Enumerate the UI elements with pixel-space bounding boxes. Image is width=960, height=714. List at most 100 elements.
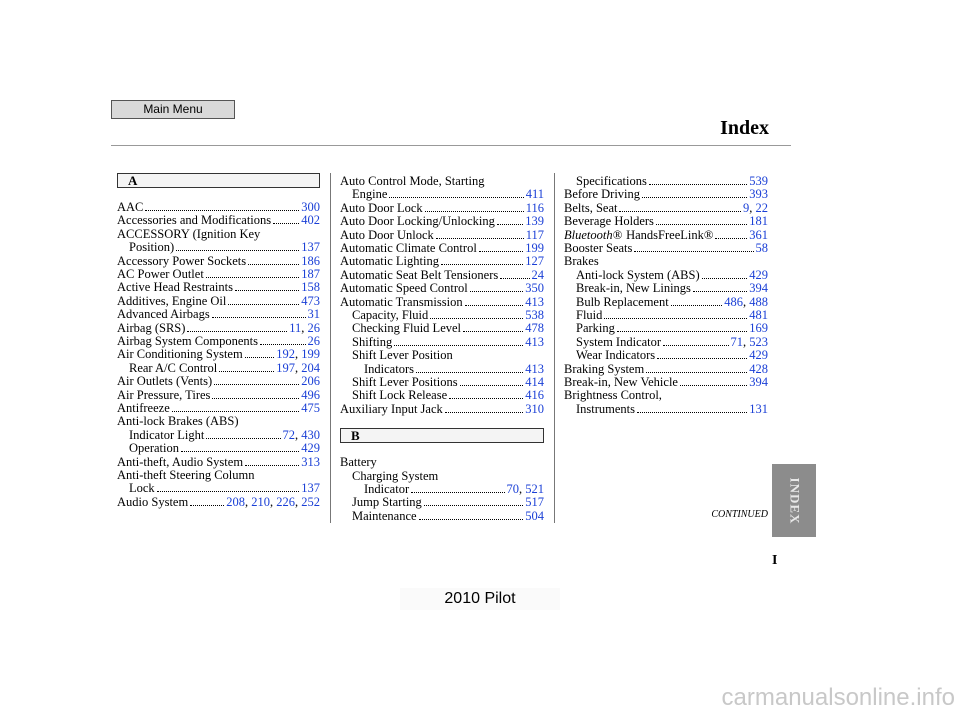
page-link[interactable]: 197: [276, 360, 295, 375]
page-link[interactable]: 430: [301, 427, 320, 442]
page-link[interactable]: 58: [755, 241, 769, 255]
page-link[interactable]: 481: [749, 308, 768, 322]
page-link[interactable]: 9: [743, 200, 750, 215]
page-link[interactable]: 429: [749, 348, 768, 363]
page-link[interactable]: 361: [749, 227, 768, 242]
page-link[interactable]: 300: [301, 200, 320, 214]
page-link[interactable]: 402: [301, 213, 320, 228]
page-link[interactable]: 181: [749, 214, 768, 229]
page-link[interactable]: 478: [525, 321, 544, 336]
page-link[interactable]: 192: [276, 347, 295, 362]
entry-text: Automatic Climate Control: [340, 241, 477, 255]
page-link[interactable]: 131: [749, 401, 768, 416]
page-link[interactable]: 186: [301, 253, 320, 268]
page-link[interactable]: 414: [525, 375, 544, 389]
page-link[interactable]: 429: [749, 267, 768, 282]
page-link[interactable]: 72: [282, 427, 296, 442]
page-link[interactable]: 473: [301, 293, 320, 308]
page-link[interactable]: 394: [749, 281, 768, 296]
page-link[interactable]: 226: [276, 494, 295, 509]
page-link[interactable]: 187: [301, 267, 320, 281]
leader-dots: [424, 201, 524, 212]
index-entry: Anti-theft, Audio System 313: [117, 455, 320, 469]
page-link[interactable]: 137: [301, 481, 320, 496]
page-link[interactable]: 137: [301, 240, 320, 255]
main-menu-button[interactable]: Main Menu: [111, 100, 235, 119]
page-link[interactable]: 488: [749, 294, 768, 309]
page-link[interactable]: 116: [525, 200, 544, 215]
page-link[interactable]: 199: [525, 241, 544, 255]
page-link[interactable]: 496: [301, 387, 320, 402]
page-link[interactable]: 117: [525, 227, 544, 242]
page-refs: 428: [749, 362, 768, 376]
entry-text: Accessory Power Sockets: [117, 253, 247, 268]
page-link[interactable]: 411: [525, 187, 544, 202]
page-link[interactable]: 11: [289, 320, 302, 335]
side-tab[interactable]: [772, 464, 816, 537]
page-link[interactable]: 429: [301, 441, 320, 456]
page-link[interactable]: 486: [724, 294, 743, 309]
page-link[interactable]: 413: [525, 361, 544, 376]
leader-dots: [478, 241, 524, 252]
page-link[interactable]: 22: [755, 200, 769, 215]
page-link[interactable]: 539: [749, 174, 768, 188]
page-link[interactable]: 127: [525, 254, 544, 269]
page-refs: 181: [749, 214, 768, 228]
leader-dots: [394, 335, 524, 346]
page-link[interactable]: 70: [506, 482, 520, 496]
page-link[interactable]: 413: [525, 294, 544, 309]
page-link[interactable]: 252: [301, 494, 320, 509]
page-link[interactable]: 158: [301, 280, 320, 295]
page-link[interactable]: 413: [525, 334, 544, 349]
leader-dots: [273, 213, 300, 225]
page-refs: 71, 523: [731, 335, 769, 349]
page-link[interactable]: 199: [301, 347, 320, 362]
page-link[interactable]: 169: [749, 321, 768, 336]
page-link[interactable]: 26: [307, 334, 321, 348]
entry-text: Auto Door Unlock: [340, 227, 434, 242]
page-link[interactable]: 310: [525, 401, 544, 416]
leader-dots: [228, 294, 300, 305]
page-link[interactable]: 206: [301, 374, 320, 389]
page-link[interactable]: 26: [307, 320, 321, 335]
page-link[interactable]: 475: [301, 401, 320, 415]
page-link[interactable]: 394: [749, 375, 768, 389]
page-link[interactable]: 416: [525, 388, 544, 403]
index-entry: Belts, Seat 9, 22: [564, 201, 768, 215]
page-link[interactable]: 517: [525, 495, 544, 510]
index-entry: Brakes: [564, 254, 768, 268]
page-link[interactable]: 393: [749, 187, 768, 202]
page-link[interactable]: 204: [301, 360, 320, 375]
index-entry: Lock 137: [129, 481, 320, 495]
leader-dots: [692, 281, 748, 293]
page-link[interactable]: 350: [525, 281, 544, 296]
page-refs: 208, 210, 226, 252: [226, 495, 320, 509]
page-link[interactable]: 210: [251, 494, 270, 509]
separator: ,: [749, 200, 756, 215]
index-entry: Fluid 481: [576, 308, 768, 322]
page-refs: 313: [301, 455, 320, 469]
leader-dots: [205, 267, 300, 278]
page-link[interactable]: 71: [730, 334, 744, 349]
page-link[interactable]: 538: [525, 308, 544, 322]
page-link[interactable]: 208: [226, 494, 245, 509]
page-link[interactable]: 521: [525, 482, 544, 496]
leader-dots: [449, 388, 524, 400]
page-link[interactable]: 139: [525, 214, 544, 229]
page-link[interactable]: 24: [531, 267, 545, 282]
page-link[interactable]: 504: [525, 508, 544, 523]
entry-text: Before Driving: [564, 187, 641, 202]
page-refs: 127: [525, 254, 544, 268]
page-link[interactable]: 313: [301, 454, 320, 469]
page-link[interactable]: 31: [307, 307, 321, 322]
index-entry: Additives, Engine Oil 473: [117, 294, 320, 308]
entry-text: Airbag System Components: [117, 334, 258, 348]
entry-text: Break-in, New Vehicle: [564, 375, 678, 389]
page-link[interactable]: 523: [749, 334, 768, 349]
page-link[interactable]: 428: [749, 361, 768, 376]
watermark: carmanualsonline.info: [721, 684, 955, 711]
index-entry: Airbag (SRS) 11, 26: [117, 321, 320, 335]
entry-text: Auto Door Locking/Unlocking: [340, 214, 495, 229]
leader-dots: [245, 455, 300, 466]
page-refs: 473: [301, 294, 320, 308]
